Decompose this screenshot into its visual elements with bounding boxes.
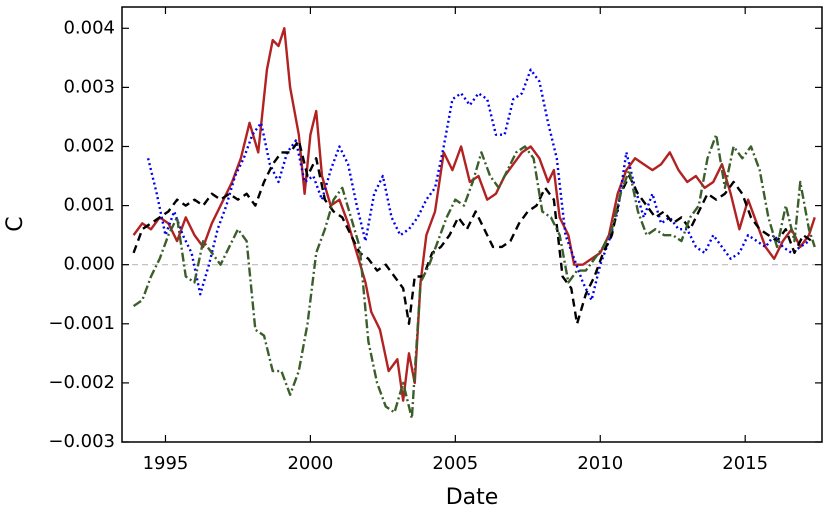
y-tick-label: 0.002	[63, 135, 115, 156]
x-tick-label: 2015	[722, 453, 768, 474]
y-tick-label: 0.000	[63, 254, 115, 275]
series-line	[132, 139, 813, 325]
x-tick-label: 2005	[432, 453, 478, 474]
series-line	[146, 68, 810, 302]
x-tick-label: 1995	[143, 453, 189, 474]
y-tick-label: −0.001	[48, 313, 115, 334]
y-tick-label: 0.001	[63, 195, 115, 216]
y-tick-label: 0.004	[63, 17, 115, 38]
series-line	[132, 133, 816, 420]
x-tick-label: 2010	[577, 453, 623, 474]
series-line	[132, 27, 816, 402]
y-tick-label: −0.002	[48, 372, 115, 393]
y-tick-label: 0.003	[63, 76, 115, 97]
x-tick-label: 2000	[287, 453, 333, 474]
y-tick-label: −0.003	[48, 431, 115, 452]
x-axis-label: Date	[446, 485, 499, 510]
plot-frame	[121, 6, 823, 443]
y-axis-label: C	[3, 216, 28, 231]
